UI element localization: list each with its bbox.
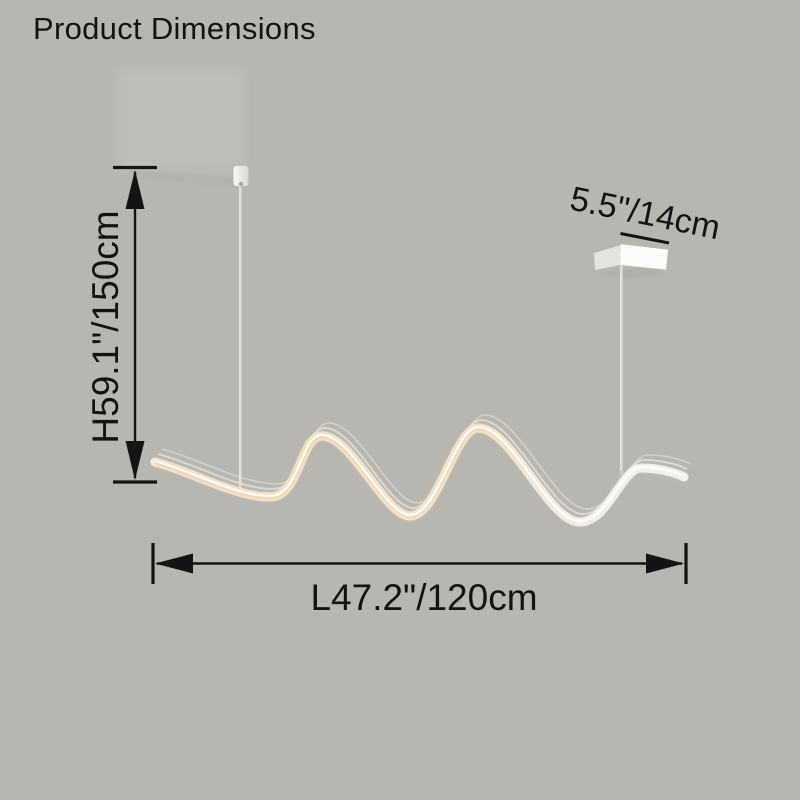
ceiling-patch [118,68,244,171]
height-dimension [113,165,157,484]
right-cable-connector [619,470,624,476]
height-dim-arrow-up-icon [125,170,145,209]
wave-light-fixture [150,414,692,527]
canopy-side-face [594,245,621,270]
cable-fitting-joint [238,181,244,187]
canopy-top-edge [620,244,669,252]
canopy-shadow [602,268,662,278]
length-dimension [151,543,688,584]
page-title: Product Dimensions [33,11,316,46]
canopy-label-underline [620,232,670,245]
length-dim-arrow-left-icon [155,553,193,574]
length-dimension-label: L47.2"/120cm [310,577,538,618]
height-dim-arrow-down-icon [125,441,145,480]
height-dimension-label: H59.1"/150cm [85,210,126,444]
wave-core-light [154,425,685,523]
length-dim-arrow-right-icon [646,553,684,574]
cable-fitting [233,166,249,186]
canopy-front-face [620,245,668,270]
ceiling-shadow [128,169,241,187]
